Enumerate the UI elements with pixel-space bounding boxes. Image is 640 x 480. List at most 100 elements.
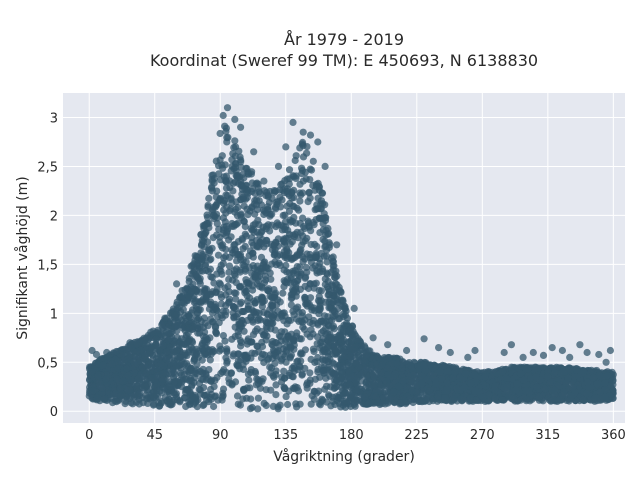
data-point bbox=[264, 203, 272, 211]
data-point bbox=[449, 374, 457, 382]
data-point bbox=[220, 197, 229, 205]
data-point bbox=[298, 241, 306, 249]
data-point bbox=[238, 235, 246, 243]
data-point bbox=[319, 226, 327, 234]
data-point bbox=[250, 297, 258, 305]
data-point bbox=[231, 137, 239, 145]
data-point bbox=[183, 352, 191, 360]
data-point bbox=[327, 368, 336, 376]
data-point bbox=[260, 243, 268, 251]
data-point bbox=[323, 283, 332, 291]
data-point bbox=[303, 234, 311, 242]
data-point bbox=[240, 327, 248, 335]
data-point bbox=[186, 401, 194, 409]
data-point bbox=[281, 253, 289, 262]
data-point bbox=[409, 398, 417, 407]
data-point bbox=[130, 369, 139, 377]
data-point bbox=[202, 266, 210, 275]
data-point bbox=[298, 370, 306, 378]
data-point bbox=[325, 348, 333, 356]
data-point bbox=[281, 374, 289, 382]
data-point bbox=[562, 379, 570, 387]
data-point bbox=[157, 360, 165, 368]
data-point bbox=[378, 399, 386, 408]
data-point bbox=[221, 337, 229, 345]
data-point bbox=[339, 297, 347, 305]
data-point bbox=[133, 347, 141, 355]
data-point bbox=[121, 400, 129, 408]
data-point bbox=[171, 378, 179, 386]
data-point bbox=[222, 302, 230, 310]
data-point bbox=[119, 377, 127, 385]
data-point bbox=[222, 176, 230, 184]
data-point bbox=[214, 251, 223, 259]
data-point bbox=[306, 369, 314, 377]
data-point bbox=[327, 254, 336, 262]
data-point bbox=[286, 199, 294, 208]
data-point bbox=[307, 166, 316, 174]
data-point bbox=[281, 226, 289, 234]
data-point bbox=[217, 176, 225, 184]
data-point bbox=[299, 214, 307, 222]
data-point bbox=[240, 202, 248, 210]
data-point bbox=[320, 252, 328, 260]
data-point bbox=[246, 384, 254, 392]
data-point bbox=[296, 144, 304, 152]
data-point bbox=[258, 342, 267, 351]
data-point bbox=[298, 166, 306, 175]
data-point bbox=[237, 282, 245, 290]
data-point bbox=[239, 170, 247, 178]
data-point bbox=[319, 267, 327, 275]
data-point bbox=[292, 152, 300, 160]
data-points bbox=[85, 104, 617, 413]
data-point bbox=[234, 332, 242, 340]
data-point bbox=[337, 338, 345, 346]
data-point bbox=[307, 326, 315, 334]
data-point bbox=[235, 350, 243, 358]
data-point bbox=[263, 332, 271, 340]
data-point bbox=[215, 347, 224, 355]
data-point bbox=[245, 376, 253, 384]
data-point bbox=[200, 314, 208, 322]
data-point bbox=[313, 201, 321, 209]
data-point bbox=[127, 393, 136, 401]
data-point bbox=[198, 356, 206, 364]
data-point bbox=[173, 347, 181, 355]
data-point bbox=[332, 285, 340, 293]
data-point bbox=[299, 312, 307, 320]
data-point bbox=[339, 313, 348, 321]
data-point bbox=[438, 375, 446, 383]
data-point bbox=[341, 303, 349, 311]
data-point bbox=[213, 220, 221, 228]
data-point bbox=[301, 346, 309, 354]
data-point bbox=[350, 400, 358, 409]
data-point bbox=[203, 391, 211, 399]
data-point bbox=[237, 338, 245, 346]
data-point bbox=[286, 353, 294, 361]
data-point bbox=[196, 267, 204, 275]
data-point bbox=[317, 197, 325, 205]
data-point bbox=[184, 338, 192, 346]
data-point bbox=[329, 322, 337, 330]
data-point bbox=[122, 393, 130, 401]
data-point bbox=[541, 385, 549, 393]
data-point bbox=[260, 210, 268, 219]
data-point bbox=[333, 376, 341, 384]
data-point bbox=[204, 201, 212, 209]
data-point bbox=[116, 384, 124, 392]
data-point bbox=[211, 376, 219, 385]
data-point bbox=[237, 298, 245, 306]
data-point bbox=[112, 347, 120, 356]
data-point bbox=[129, 400, 137, 408]
data-point bbox=[210, 402, 218, 411]
data-point bbox=[304, 299, 312, 307]
data-point bbox=[316, 373, 324, 381]
data-point bbox=[99, 361, 107, 369]
data-point bbox=[306, 250, 314, 259]
data-point bbox=[276, 298, 284, 306]
data-point bbox=[272, 381, 280, 389]
data-point bbox=[250, 228, 258, 236]
data-point bbox=[258, 302, 266, 310]
data-point bbox=[232, 295, 240, 303]
data-point bbox=[223, 347, 231, 355]
